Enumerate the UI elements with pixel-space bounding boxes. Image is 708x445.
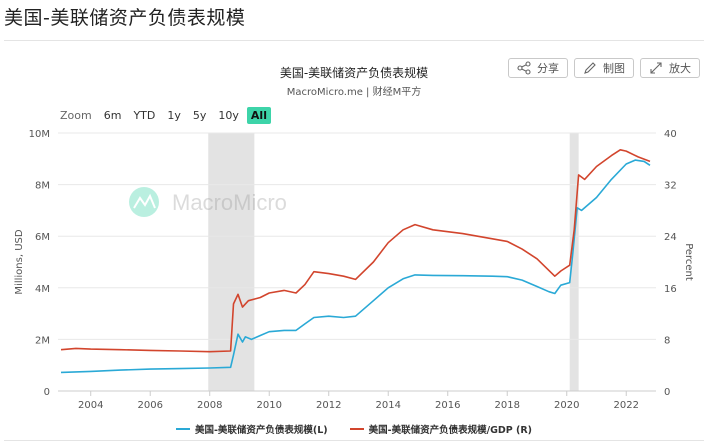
chart-toolbar: 分享 制图 放大 [508, 58, 700, 78]
share-label: 分享 [537, 62, 559, 75]
y-left-tick-label: 10M [29, 129, 50, 140]
watermark-chart-glyph [133, 193, 156, 209]
y-left-axis-title: Millions, USD [14, 229, 25, 294]
y-left-tick-label: 6M [35, 232, 50, 243]
y-right-tick-label: 16 [664, 284, 677, 295]
y-right-tick-label: 24 [664, 232, 677, 243]
y-right-tick-label: 40 [664, 129, 677, 140]
page-title: 美国-美联储资产负债表规模 [4, 7, 246, 29]
chart-title: 美国-美联储资产负债表规模 [279, 66, 429, 80]
y-left-tick-label: 2M [35, 335, 50, 346]
x-tick-label: 2014 [376, 400, 401, 411]
draw-chart-button[interactable]: 制图 [574, 58, 634, 78]
series-line-balance-sheet-gdp [60, 149, 651, 353]
legend-label-balance-sheet: 美国-美联储资产负债表规模(L) [194, 425, 328, 436]
x-tick-label: 2004 [78, 400, 103, 411]
share-icon [517, 61, 531, 75]
legend-item-balance-sheet[interactable]: 美国-美联储资产负债表规模(L) [175, 422, 328, 436]
y-right-tick-label: 32 [664, 181, 677, 192]
chart-legend: 美国-美联储资产负债表规模(L) 美国-美联储资产负债表规模/GDP (R) [0, 422, 708, 436]
y-left-tick-label: 4M [35, 284, 50, 295]
zoom-5y-button[interactable]: 5y [192, 109, 207, 122]
draw-chart-label: 制图 [603, 62, 625, 75]
expand-label: 放大 [669, 62, 691, 75]
zoom-ytd-button[interactable]: YTD [133, 109, 156, 122]
x-tick-label: 2022 [614, 400, 639, 411]
y-right-axis-title: Percent [683, 243, 694, 281]
x-tick-label: 2008 [197, 400, 222, 411]
y-right-tick-label: 8 [664, 335, 670, 346]
watermark-text: MacroMicro [172, 190, 287, 215]
chart-subtitle: MacroMicro.me | 财经M平方 [286, 87, 422, 98]
zoom-10y-button[interactable]: 10y [218, 109, 239, 122]
zoom-all-button[interactable]: All [246, 107, 271, 124]
watermark-logo-icon [129, 187, 159, 217]
series-line-balance-sheet [60, 159, 651, 374]
x-tick-label: 2006 [138, 400, 163, 411]
x-tick-label: 2010 [257, 400, 282, 411]
pencil-icon [584, 62, 596, 74]
legend-item-balance-sheet-gdp[interactable]: 美国-美联储资产负债表规模/GDP (R) [349, 422, 533, 436]
expand-icon [650, 62, 662, 74]
bottom-divider [4, 440, 704, 441]
x-tick-label: 2020 [554, 400, 579, 411]
zoom-selector: Zoom 6m YTD 1y 5y 10y All [60, 107, 271, 124]
y-right-tick-label: 0 [664, 387, 670, 398]
x-tick-label: 2016 [435, 400, 460, 411]
watermark: MacroMicro [129, 187, 287, 217]
y-left-tick-label: 0 [44, 387, 50, 398]
legend-label-balance-sheet-gdp: 美国-美联储资产负债表规模/GDP (R) [368, 425, 533, 436]
recession-band [569, 133, 579, 391]
title-divider [4, 40, 704, 41]
x-tick-label: 2018 [495, 400, 520, 411]
legend-swatch-blue [175, 428, 190, 430]
legend-swatch-red [349, 428, 364, 430]
share-button[interactable]: 分享 [508, 58, 568, 78]
zoom-1y-button[interactable]: 1y [167, 109, 181, 122]
y-left-tick-label: 8M [35, 181, 50, 192]
expand-button[interactable]: 放大 [640, 58, 700, 78]
zoom-6m-button[interactable]: 6m [103, 109, 122, 122]
zoom-label: Zoom [60, 109, 92, 122]
x-tick-label: 2012 [316, 400, 341, 411]
